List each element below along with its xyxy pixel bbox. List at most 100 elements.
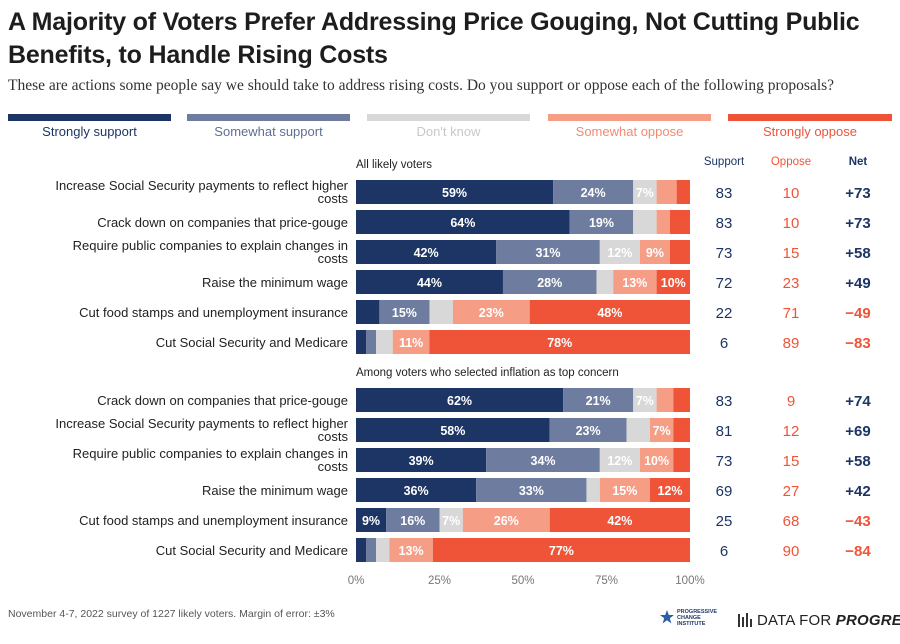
bar-segment — [639, 448, 674, 472]
support-value: 72 — [716, 275, 733, 292]
bar-segment — [356, 448, 487, 472]
row-label-cont: costs — [318, 429, 349, 444]
bar-segment — [549, 418, 627, 442]
oppose-value: 27 — [783, 483, 800, 500]
bar-segment — [656, 180, 677, 204]
support-value: 83 — [716, 393, 733, 410]
bar-value-label: 59% — [442, 186, 467, 200]
bar-segment — [633, 388, 657, 412]
bar-segment — [613, 270, 657, 294]
bar-segment — [486, 448, 600, 472]
bar-value-label: 9% — [362, 514, 380, 528]
bar-value-label: 13% — [622, 276, 647, 290]
bar-segment — [356, 538, 367, 562]
bar-value-label: 64% — [450, 216, 475, 230]
legend-label: Strongly support — [42, 124, 137, 139]
row-label: Cut food stamps and unemployment insuran… — [79, 305, 348, 320]
net-value: −49 — [845, 305, 870, 322]
bar-value-label: 28% — [537, 276, 562, 290]
bar-segment — [356, 270, 503, 294]
legend-label: Somewhat support — [214, 124, 323, 139]
bar-segment — [502, 270, 597, 294]
x-tick-label: 0% — [348, 575, 365, 587]
oppose-value: 15 — [783, 245, 800, 262]
net-value: +49 — [845, 275, 870, 292]
support-value: 83 — [716, 215, 733, 232]
legend-label: Somewhat oppose — [575, 124, 684, 139]
support-value: 69 — [716, 483, 733, 500]
bar-segment — [439, 508, 463, 532]
bar-segment — [673, 388, 690, 412]
bar-value-label: 42% — [607, 514, 632, 528]
bar-segment — [356, 210, 570, 234]
bar-value-label: 13% — [399, 544, 424, 558]
bar-value-label: 7% — [442, 514, 460, 528]
bar-segment — [376, 330, 393, 354]
bar-segment — [669, 210, 690, 234]
bar-value-label: 19% — [589, 216, 614, 230]
row-label: Increase Social Security payments to ref… — [55, 416, 348, 431]
oppose-value: 71 — [783, 305, 800, 322]
bar-segment — [596, 270, 614, 294]
row-label: Require public companies to explain chan… — [73, 238, 348, 253]
bar-segment — [599, 448, 640, 472]
bar-segment — [389, 538, 433, 562]
bar-segment — [633, 210, 657, 234]
bar-value-label: 36% — [404, 484, 429, 498]
bar-segment — [376, 538, 390, 562]
dfp-logo-text: DATA FOR PROGRESS — [757, 612, 900, 629]
progressive-change-institute-logo: PROGRESSIVE CHANGE INSTITUTE — [660, 606, 730, 634]
column-header-net: Net — [849, 156, 868, 168]
bar-segment — [656, 210, 670, 234]
legend-swatch — [728, 114, 892, 121]
bar-segment — [549, 508, 690, 532]
bar-segment — [656, 270, 690, 294]
chart-title: A Majority of Voters Prefer Addressing P… — [8, 8, 860, 69]
bar-segment — [673, 448, 690, 472]
bar-value-label: 11% — [399, 336, 423, 350]
row-label: Cut Social Security and Medicare — [156, 543, 348, 558]
oppose-value: 89 — [783, 335, 800, 352]
legend-item-dont-know: Don't know — [367, 114, 530, 144]
bar-segment — [676, 180, 690, 204]
bar-segment — [356, 478, 477, 502]
bar-segment — [356, 180, 554, 204]
bar-value-label: 9% — [646, 246, 664, 260]
x-tick-label: 50% — [511, 575, 534, 587]
net-value: −43 — [845, 513, 870, 530]
bar-value-label: 77% — [549, 544, 574, 558]
oppose-value: 68 — [783, 513, 800, 530]
bar-segment — [496, 240, 600, 264]
net-value: +58 — [845, 245, 870, 262]
bar-segment — [476, 478, 587, 502]
bar-segment — [366, 330, 377, 354]
bar-segment — [429, 330, 690, 354]
legend-item-strongly-oppose: Strongly oppose — [728, 114, 892, 144]
row-label-cont: costs — [318, 459, 349, 474]
bar-segment — [529, 300, 690, 324]
oppose-value: 10 — [783, 185, 800, 202]
bar-segment — [586, 478, 600, 502]
bar-value-label: 33% — [519, 484, 544, 498]
row-label: Require public companies to explain chan… — [73, 446, 348, 461]
pcci-logo-text: PROGRESSIVE CHANGE INSTITUTE — [677, 609, 718, 627]
bar-value-label: 10% — [661, 276, 686, 290]
bar-value-label: 12% — [607, 454, 632, 468]
net-value: −84 — [845, 543, 871, 560]
row-label-cont: costs — [318, 191, 349, 206]
row-label: Raise the minimum wage — [202, 483, 348, 498]
x-tick-label: 100% — [675, 575, 704, 587]
bar-value-label: 58% — [440, 424, 465, 438]
dfp-logo-text-progress: PROGRESS — [835, 612, 900, 629]
bar-segment — [379, 300, 430, 324]
bar-segment — [633, 180, 657, 204]
bar-segment — [356, 330, 367, 354]
row-label: Crack down on companies that price-gouge — [97, 215, 348, 230]
bar-value-label: 15% — [392, 306, 417, 320]
bar-value-label: 39% — [409, 454, 434, 468]
column-header-oppose: Oppose — [771, 156, 811, 168]
bar-segment — [563, 388, 634, 412]
bar-segment — [656, 388, 674, 412]
support-value: 25 — [716, 513, 733, 530]
bar-value-label: 31% — [536, 246, 561, 260]
